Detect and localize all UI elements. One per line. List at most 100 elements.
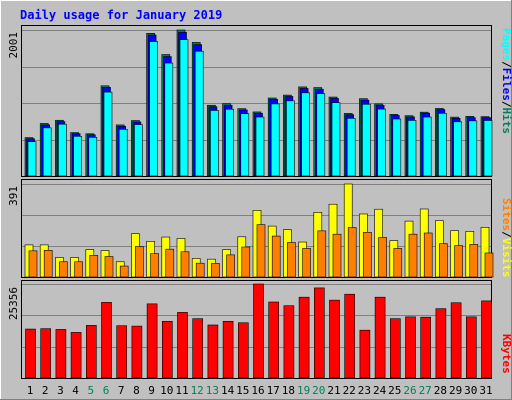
x-tick-label-day-30: 30 [464,384,477,397]
kbytes-bar-day-3 [55,329,67,379]
x-tick-label-day-16: 16 [251,384,264,397]
x-tick-label-day-10: 10 [160,384,173,397]
kbytes-bar-day-8 [131,325,143,379]
pages-bar-day-5 [88,137,98,177]
sites-bar-day-27 [423,232,433,278]
legend-sep-2: / [500,101,512,108]
sites-bar-day-24 [378,237,387,278]
x-tick-label-day-25: 25 [388,384,401,397]
sites-bar-day-4 [74,261,83,278]
x-tick-label-day-31: 31 [479,384,492,397]
sites-bar-day-21 [332,233,342,278]
pages-bar-day-13 [210,110,219,177]
sites-bar-day-13 [211,263,220,278]
sites-bar-day-16 [256,224,266,278]
kbytes-bar-day-26 [405,316,416,379]
pages-bar-day-8 [134,124,143,177]
kbytes-bar-day-9 [146,303,158,379]
pages-bar-day-4 [73,136,82,177]
legend-pages: Pages [500,28,512,61]
ymax-label-visits: 391 [7,186,20,206]
kbytes-bar-day-30 [465,316,477,379]
pages-bar-day-10 [164,62,174,177]
sites-bar-day-18 [287,242,296,278]
pages-bar-day-29 [453,121,462,177]
x-tick-label-day-4: 4 [72,384,79,397]
sites-bar-day-22 [347,227,357,278]
pages-bar-day-24 [377,108,386,177]
x-tick-label-day-26: 26 [403,384,416,397]
x-tick-label-day-3: 3 [57,384,64,397]
kbytes-bar-day-5 [86,325,97,379]
legend-sites: Sites [500,198,512,231]
x-tick-label-day-15: 15 [236,384,249,397]
chart-title: Daily usage for January 2019 [20,8,222,22]
sites-bar-day-15 [241,246,251,278]
legend-files: Files [500,68,512,101]
kbytes-bar-day-24 [374,296,386,379]
sites-bar-day-12 [195,262,205,278]
legend-kbytes-panel: KBytes [500,334,512,374]
x-tick-label-day-23: 23 [358,384,371,397]
sites-bar-day-5 [89,255,99,278]
sites-bar-day-3 [59,261,68,278]
sites-bar-day-2 [43,250,53,278]
kbytes-bar-day-19 [298,296,310,379]
sites-bar-day-25 [393,248,403,278]
x-tick-label-day-14: 14 [221,384,235,397]
legend-hits-panel: Pages/Files/Hits [500,28,512,134]
x-tick-label-day-20: 20 [312,384,325,397]
kbytes-bar-day-23 [359,329,371,379]
sites-bar-day-11 [180,251,190,278]
x-tick-label-day-12: 12 [191,384,204,397]
kbytes-bar-day-11 [177,312,188,379]
pages-bar-day-28 [438,113,447,177]
sites-bar-day-19 [302,248,311,278]
sites-bar-day-1 [28,250,38,278]
pages-bar-day-20 [316,93,326,177]
sites-bar-day-9 [150,253,159,278]
kbytes-bar-day-10 [162,320,173,379]
sites-bar-day-29 [454,245,463,278]
sites-bar-day-10 [165,248,175,278]
kbytes-bar-day-6 [101,302,112,379]
x-tick-label-day-27: 27 [419,384,432,397]
kbytes-bar-day-16 [253,283,264,379]
kbytes-bar-day-1 [25,328,36,379]
x-tick-label-day-17: 17 [267,384,280,397]
pages-bar-day-25 [392,118,402,177]
kbytes-bar-day-17 [268,301,280,379]
kbytes-bar-day-21 [329,299,340,379]
x-tick-label-day-5: 5 [87,384,94,397]
kbytes-bar-day-7 [116,325,127,379]
sites-bar-day-31 [484,252,494,278]
sites-bar-day-14 [226,254,235,278]
pages-bar-day-30 [468,120,478,177]
sites-bar-day-7 [119,265,129,278]
pages-bar-day-9 [149,41,158,177]
kbytes-bar-day-12 [192,318,203,379]
kbytes-bar-day-14 [222,320,234,379]
kbytes-bar-day-27 [420,316,432,379]
sites-bar-day-23 [363,231,372,278]
ymax-label-hits: 2001 [7,32,20,59]
pages-bar-day-16 [255,116,265,177]
pages-bar-day-22 [346,118,356,177]
x-tick-label-day-11: 11 [175,384,188,397]
kbytes-bar-day-2 [40,328,52,379]
kbytes-bar-day-31 [481,300,492,379]
pages-bar-day-23 [362,103,371,177]
x-tick-label-day-21: 21 [327,384,340,397]
x-tick-label-day-13: 13 [206,384,219,397]
pages-bar-day-26 [407,120,417,177]
pages-bar-day-15 [240,113,250,177]
legend-sep-3: / [500,231,512,238]
sites-bar-day-17 [271,235,281,278]
kbytes-bar-day-20 [313,287,325,379]
x-tick-label-day-7: 7 [118,384,125,397]
pages-bar-day-21 [331,102,341,177]
x-tick-labels: 1 2 3 4 5 6 7 8 9 10 11 12 13 14 15 16 17 18 19 20 21 22 23 24 2… [27,384,493,397]
x-tick-label-day-8: 8 [133,384,140,397]
x-tick-label-day-22: 22 [343,384,356,397]
